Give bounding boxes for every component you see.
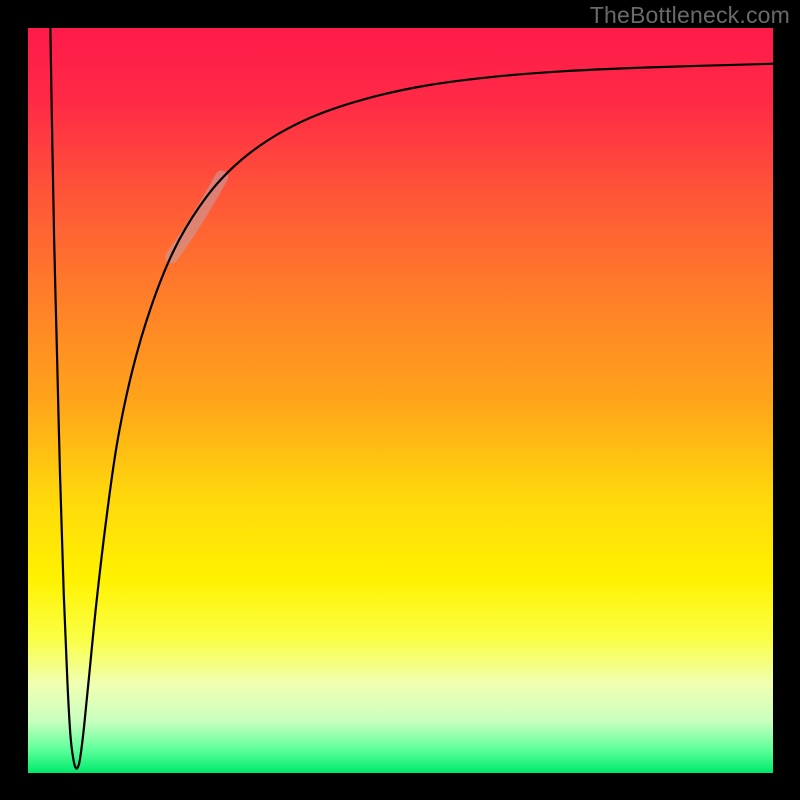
- plot-background: [28, 28, 773, 773]
- watermark-text: TheBottleneck.com: [590, 2, 790, 29]
- bottleneck-chart: [0, 0, 800, 800]
- chart-root: { "watermark": "TheBottleneck.com", "can…: [0, 0, 800, 800]
